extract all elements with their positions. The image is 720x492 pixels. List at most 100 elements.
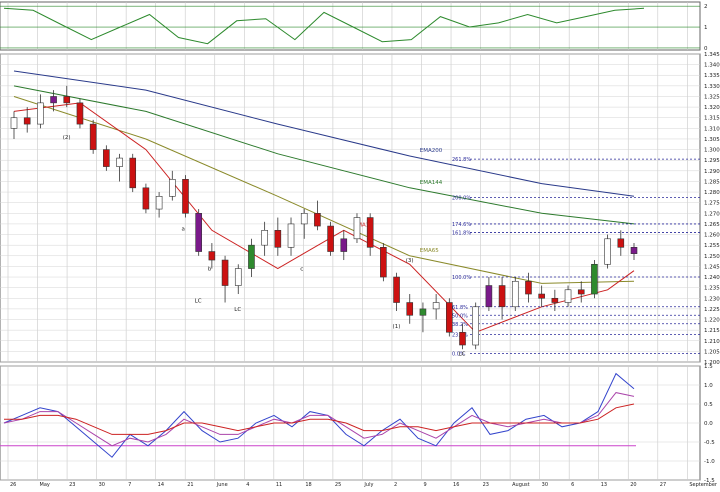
candle-body [551,297,559,303]
x-tick-label: 4 [246,482,249,488]
price-tick-label: 1.260 [704,233,720,239]
x-tick-label: 20 [630,482,636,488]
price-tick-label: 1.215 [704,328,720,334]
candle-body [234,268,242,286]
candle-body [617,238,625,248]
ma-line-ema14 [13,102,635,333]
x-tick-label: 30 [542,482,548,488]
candle-body [89,123,97,150]
price-annotation: LC [195,299,202,305]
candle-body [393,276,400,303]
price-tick-label: 1.200 [704,360,720,366]
candle-body [564,289,572,303]
price-tick-label: 1.280 [704,190,720,196]
fib-level-label: 0.0% [452,352,465,358]
candle-body [485,285,493,308]
price-tick-label: 1.300 [704,148,720,154]
x-tick-label: 16 [453,482,459,488]
candle-body [287,223,295,248]
candle-body [50,96,57,104]
price-tick-label: 1.240 [704,275,720,281]
price-tick-label: 1.305 [704,137,720,143]
candle-body [459,331,466,346]
candle-body [577,289,585,295]
candle-body [472,306,480,346]
candle-body [300,213,308,225]
candle-body [155,196,163,210]
top-oscillator-line [3,7,645,45]
candle-body [406,302,414,316]
price-tick-label: 1.290 [704,169,720,175]
price-annotation: (3) [406,258,414,264]
fib-level-label: 200.0% [452,195,471,201]
price-annotation: b [208,267,212,273]
candle-body [208,251,216,261]
top-tick-label: 2 [704,4,708,10]
lower-tick-label: 1.5 [704,364,713,370]
lower-tick-label: 1.0 [704,383,713,389]
price-tick-label: 1.330 [704,84,720,90]
x-tick-label: 18 [305,482,311,488]
lower-tick-label: -1.0 [704,459,715,465]
x-tick-label: June [216,482,228,488]
price-annotation: (1) [393,324,401,330]
candle-body [76,102,84,125]
candle-body [274,230,282,248]
price-tick-label: 1.275 [704,201,720,207]
x-tick-label: July [363,482,373,488]
x-tick-label: 25 [335,482,341,488]
candle-body [37,102,44,125]
x-tick-label: 30 [99,482,105,488]
x-tick-label: 21 [187,482,193,488]
x-tick-label: May [40,482,50,488]
fib-level-label: 161.8% [452,230,471,236]
candle-body [195,213,202,252]
fib-level-label: 61.8% [452,305,468,311]
candle-body [591,263,598,295]
fib-level-label: 261.8% [452,157,471,163]
price-tick-label: 1.210 [704,339,720,345]
price-tick-label: 1.310 [704,126,720,132]
ma-label-ema200: EMA200 [420,148,443,154]
price-panel-frame [0,53,701,363]
x-tick-label: September [689,482,718,488]
lower-oscillator-line [3,392,635,447]
lower-tick-label: -1.5 [704,478,715,484]
candle-body [142,187,150,210]
candle-body [10,117,18,129]
price-tick-label: 1.285 [704,179,720,185]
candle-body [314,213,321,227]
candle-body [353,217,361,240]
fib-level-label: 38.2% [452,322,468,328]
price-tick-label: 1.255 [704,243,720,249]
x-tick-label: 13 [601,482,607,488]
price-tick-label: 1.295 [704,158,720,164]
price-tick-label: 1.325 [704,94,720,100]
candle-body [380,246,387,278]
lower-oscillator-line [4,403,635,435]
price-tick-label: 1.315 [704,116,720,122]
candle-body [498,285,506,308]
price-annotation: c [300,267,303,273]
price-tick-label: 1.270 [704,211,720,217]
price-tick-label: 1.235 [704,286,720,292]
price-annotation: LC [234,307,241,313]
fib-level-label: 100.0% [452,275,471,281]
candle-body [340,238,348,252]
ma-line-ema200 [13,70,635,197]
candle-body [538,293,545,299]
x-tick-label: 26 [10,482,16,488]
candle-body [63,96,71,104]
price-tick-label: 1.345 [704,52,720,58]
ma-label-ema14: EMA14 [354,222,373,228]
price-tick-label: 1.220 [704,318,720,324]
price-tick-label: 1.250 [704,254,720,260]
x-tick-label: 27 [660,482,666,488]
lower-tick-label: -0.5 [704,440,715,446]
candle-body [630,246,638,254]
ma-line-ema65 [13,96,635,284]
candle-body [248,244,255,269]
price-tick-label: 1.230 [704,296,720,302]
